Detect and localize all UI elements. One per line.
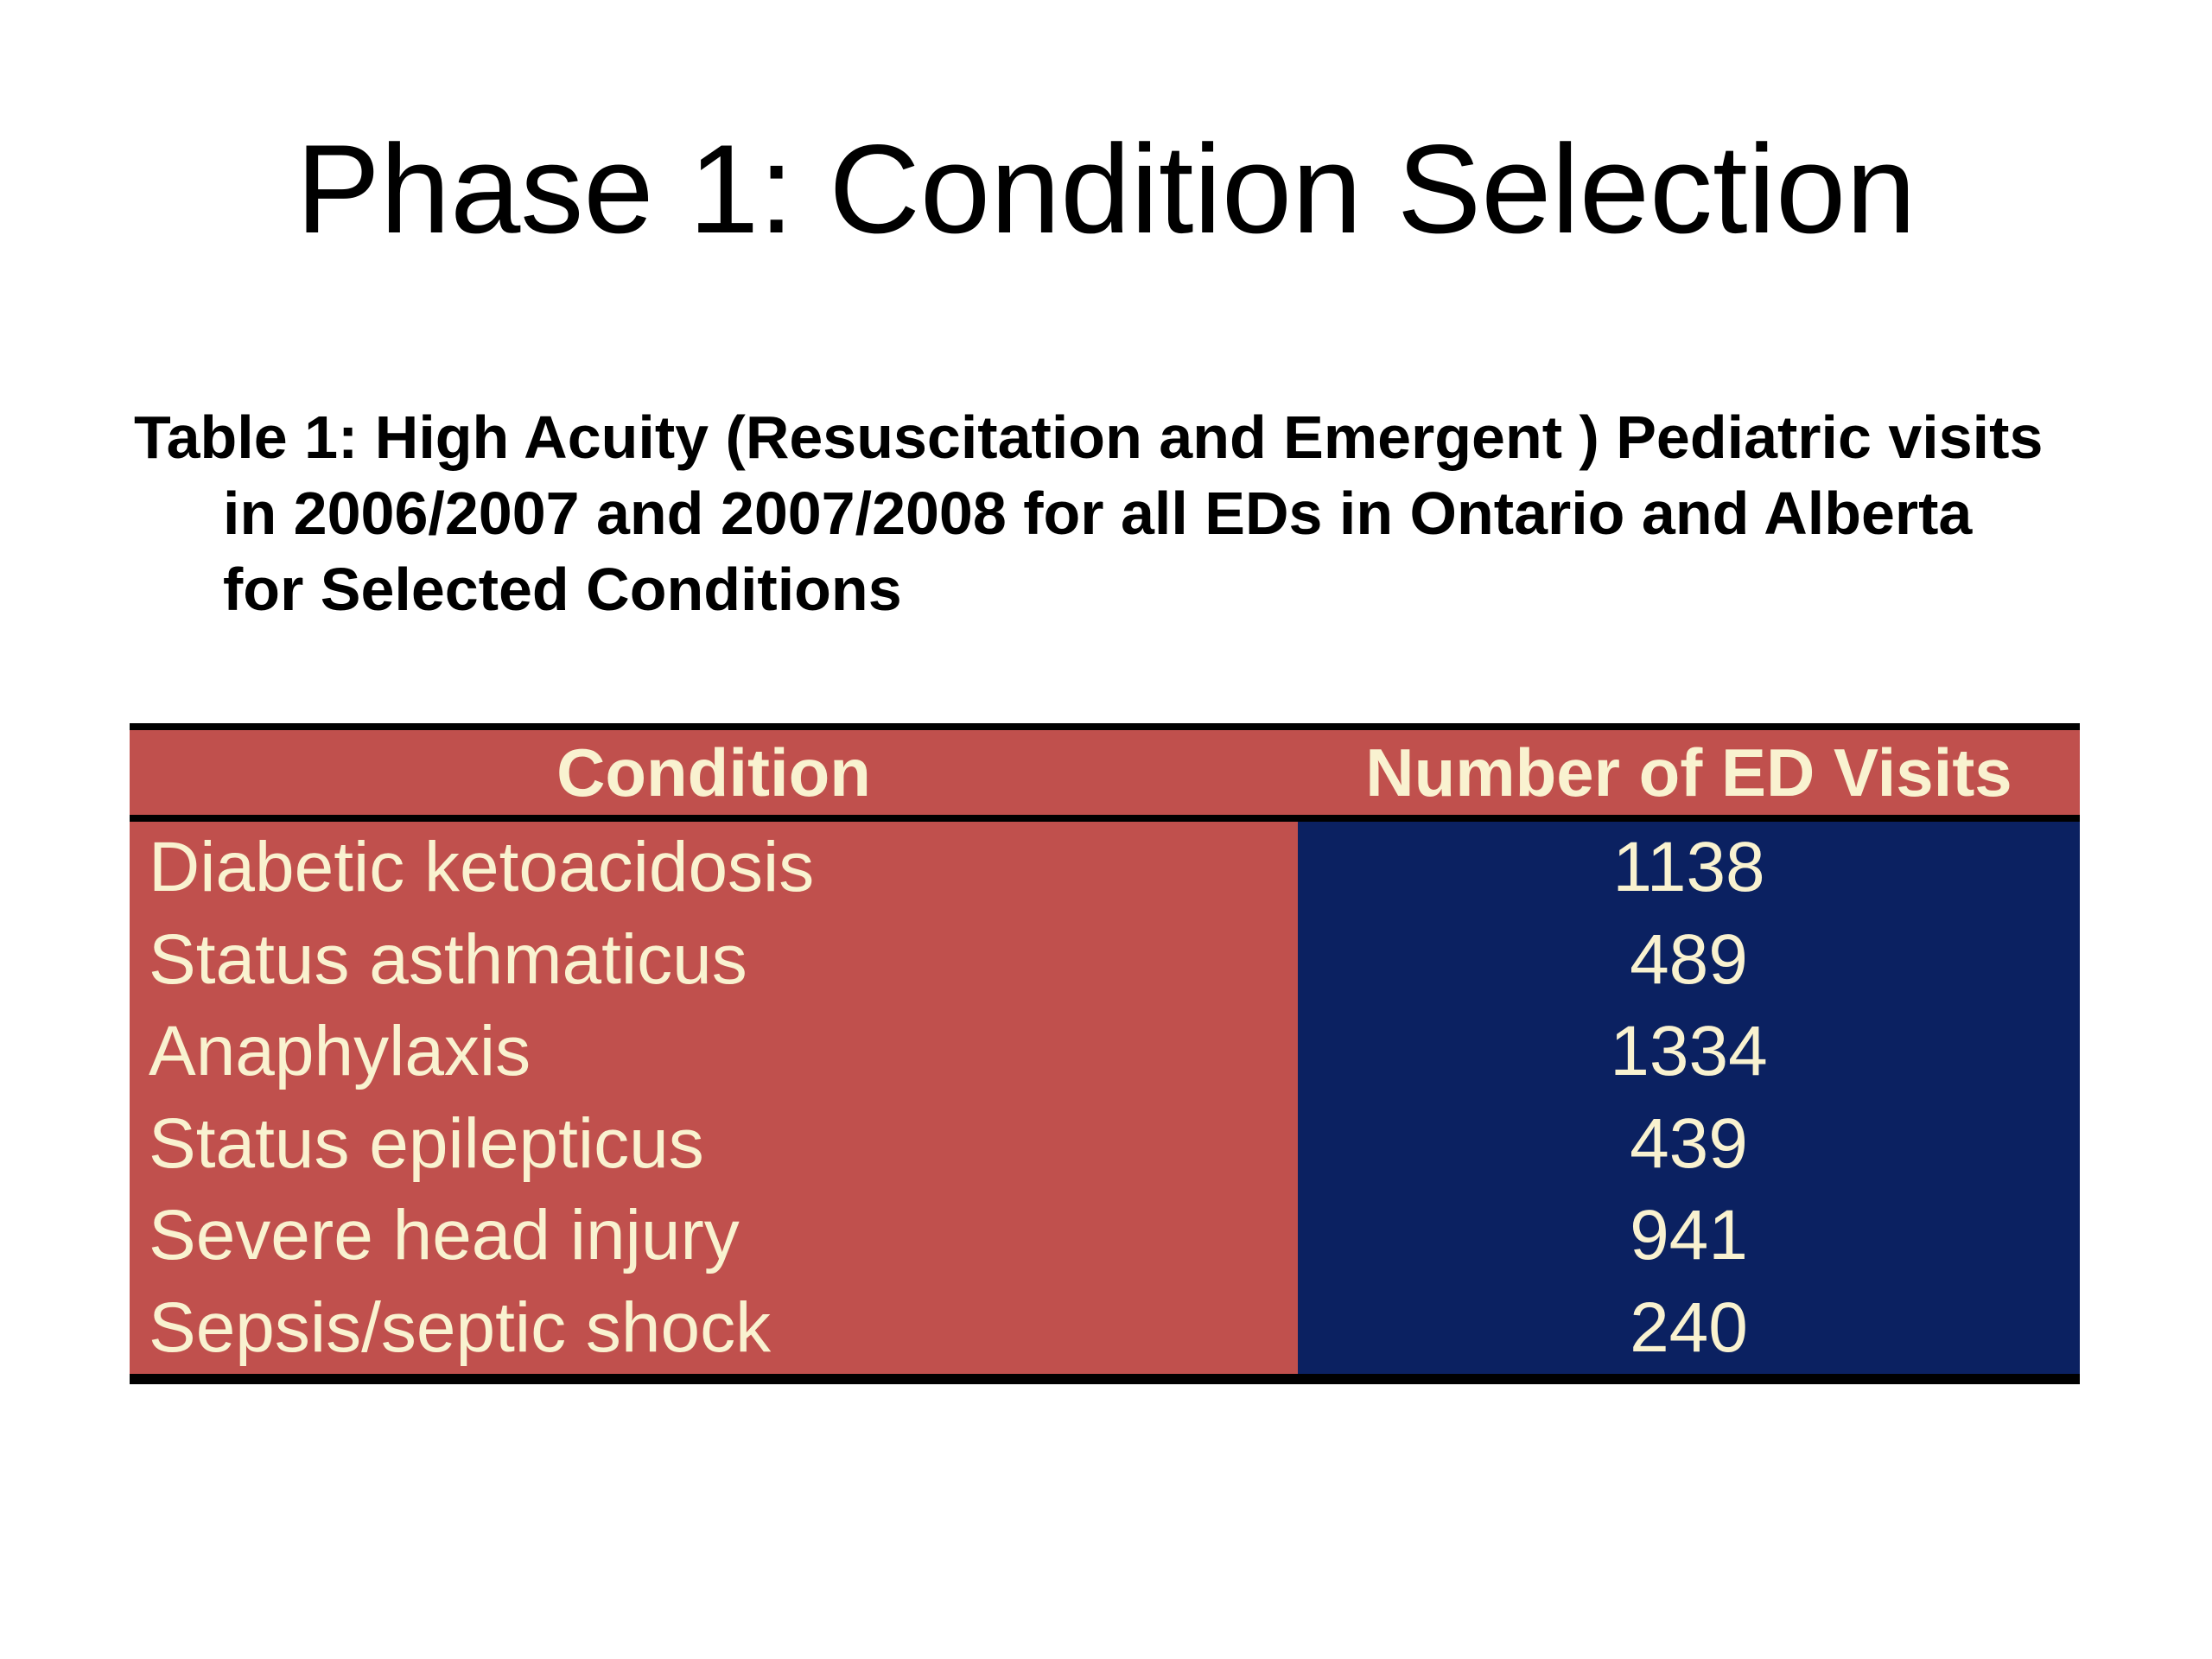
table-row: Status epilepticus 439: [130, 1097, 2080, 1190]
caption-line-2: in 2006/2007 and 2007/2008 for all EDs i…: [223, 480, 1973, 547]
visits-cell: 240: [1298, 1281, 2080, 1374]
table-row: Anaphylaxis 1334: [130, 1006, 2080, 1098]
condition-cell: Sepsis/septic shock: [130, 1281, 1298, 1374]
condition-cell: Anaphylaxis: [130, 1006, 1298, 1098]
conditions-table: Condition Number of ED Visits Diabetic k…: [130, 723, 2080, 1384]
visits-cell: 489: [1298, 913, 2080, 1006]
column-header-visits: Number of ED Visits: [1365, 734, 2012, 810]
visits-cell: 439: [1298, 1097, 2080, 1190]
table-row: Diabetic ketoacidosis 1138: [130, 822, 2080, 914]
condition-cell: Severe head injury: [130, 1190, 1298, 1282]
condition-cell: Status epilepticus: [130, 1097, 1298, 1190]
caption-line-1: Table 1: High Acuity (Resuscitation and …: [134, 404, 2044, 471]
condition-cell: Status asthmaticus: [130, 913, 1298, 1006]
column-header-condition: Condition: [556, 734, 871, 810]
visits-cell: 1334: [1298, 1006, 2080, 1098]
table-row: Sepsis/septic shock 240: [130, 1281, 2080, 1374]
caption-line-3: for Selected Conditions: [223, 556, 902, 623]
table-row: Severe head injury 941: [130, 1190, 2080, 1282]
table-caption: Table 1: High Acuity (Resuscitation and …: [134, 399, 2190, 627]
slide-title: Phase 1: Condition Selection: [296, 118, 1916, 259]
visits-cell: 941: [1298, 1190, 2080, 1282]
visits-cell: 1138: [1298, 822, 2080, 914]
condition-cell: Diabetic ketoacidosis: [130, 822, 1298, 914]
table-row: Status asthmaticus 489: [130, 913, 2080, 1006]
table-header-row: Condition Number of ED Visits: [130, 730, 2080, 822]
